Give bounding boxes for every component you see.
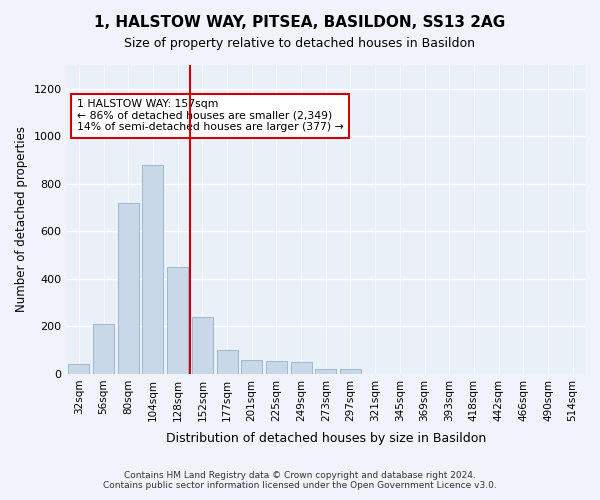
Bar — [68, 364, 89, 374]
Bar — [266, 361, 287, 374]
Bar — [93, 324, 114, 374]
Bar — [290, 362, 311, 374]
Bar — [340, 369, 361, 374]
Text: 1, HALSTOW WAY, PITSEA, BASILDON, SS13 2AG: 1, HALSTOW WAY, PITSEA, BASILDON, SS13 2… — [94, 15, 506, 30]
Text: Contains HM Land Registry data © Crown copyright and database right 2024.
Contai: Contains HM Land Registry data © Crown c… — [103, 470, 497, 490]
Bar — [217, 350, 238, 374]
Text: Size of property relative to detached houses in Basildon: Size of property relative to detached ho… — [125, 38, 476, 51]
X-axis label: Distribution of detached houses by size in Basildon: Distribution of detached houses by size … — [166, 432, 486, 445]
Bar — [167, 267, 188, 374]
Bar — [192, 317, 213, 374]
Text: 1 HALSTOW WAY: 157sqm
← 86% of detached houses are smaller (2,349)
14% of semi-d: 1 HALSTOW WAY: 157sqm ← 86% of detached … — [77, 99, 344, 132]
Bar — [118, 203, 139, 374]
Bar — [142, 165, 163, 374]
Bar — [315, 369, 336, 374]
Y-axis label: Number of detached properties: Number of detached properties — [15, 126, 28, 312]
Bar — [241, 360, 262, 374]
